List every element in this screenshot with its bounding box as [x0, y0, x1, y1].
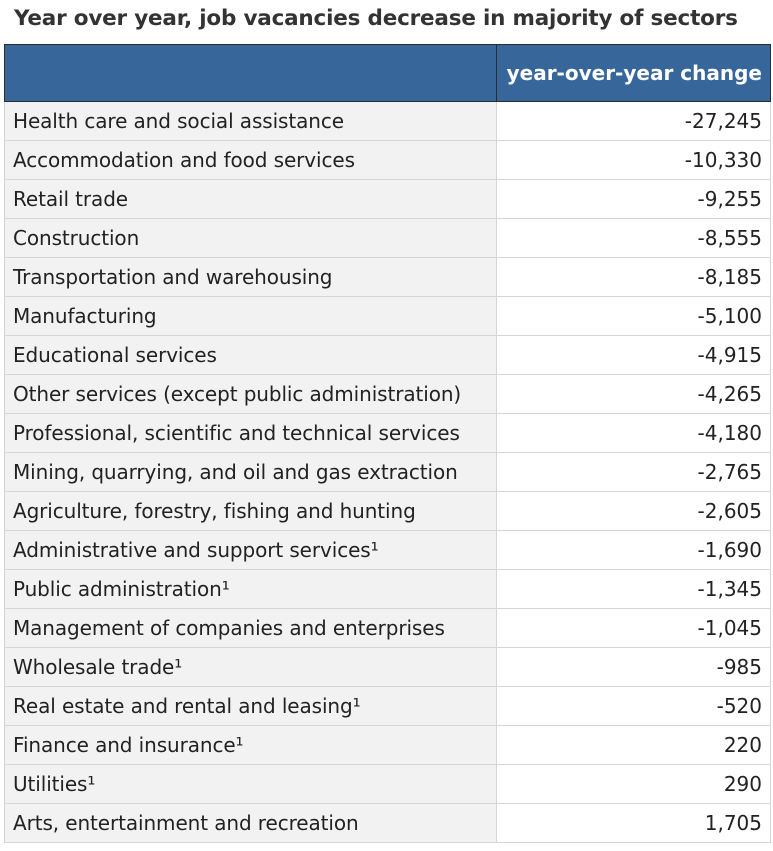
sector-label: Construction: [4, 218, 497, 258]
table-row: Educational services -4,915: [4, 335, 771, 375]
change-value: -4,915: [496, 335, 771, 375]
sector-label: Mining, quarrying, and oil and gas extra…: [4, 452, 497, 492]
change-value: -4,180: [496, 413, 771, 453]
change-value: -10,330: [496, 140, 771, 180]
table-row: Agriculture, forestry, fishing and hunti…: [4, 491, 771, 531]
change-value: 220: [496, 725, 771, 765]
change-value: 1,705: [496, 803, 771, 843]
sector-label: Wholesale trade¹: [4, 647, 497, 687]
change-value: -2,765: [496, 452, 771, 492]
table-row: Accommodation and food services -10,330: [4, 140, 771, 180]
sector-label: Manufacturing: [4, 296, 497, 336]
change-value: -27,245: [496, 101, 771, 141]
change-value: -2,605: [496, 491, 771, 531]
table-row: Finance and insurance¹ 220: [4, 725, 771, 765]
sector-label: Real estate and rental and leasing¹: [4, 686, 497, 726]
sector-label: Agriculture, forestry, fishing and hunti…: [4, 491, 497, 531]
change-value: -5,100: [496, 296, 771, 336]
change-value: -4,265: [496, 374, 771, 414]
table-row: Administrative and support services¹ -1,6…: [4, 530, 771, 570]
change-value: -1,690: [496, 530, 771, 570]
table-row: Construction -8,555: [4, 218, 771, 258]
sector-label: Administrative and support services¹: [4, 530, 497, 570]
change-value: -520: [496, 686, 771, 726]
table-row: Real estate and rental and leasing¹ -520: [4, 686, 771, 726]
change-value: -985: [496, 647, 771, 687]
data-table: year-over-year change Health care and so…: [4, 44, 771, 843]
change-value: -1,045: [496, 608, 771, 648]
sector-label: Retail trade: [4, 179, 497, 219]
sector-label: Health care and social assistance: [4, 101, 497, 141]
sector-label: Transportation and warehousing: [4, 257, 497, 297]
table-row: Utilities¹ 290: [4, 764, 771, 804]
sector-label: Arts, entertainment and recreation: [4, 803, 497, 843]
sector-label: Public administration¹: [4, 569, 497, 609]
chart-title: Year over year, job vacancies decrease i…: [14, 6, 738, 31]
change-value: 290: [496, 764, 771, 804]
change-value: -8,185: [496, 257, 771, 297]
sector-label: Finance and insurance¹: [4, 725, 497, 765]
table-row: Retail trade -9,255: [4, 179, 771, 219]
column-header-change: year-over-year change: [496, 44, 771, 102]
sector-label: Educational services: [4, 335, 497, 375]
sector-label: Management of companies and enterprises: [4, 608, 497, 648]
change-value: -8,555: [496, 218, 771, 258]
table-row: Health care and social assistance -27,245: [4, 101, 771, 141]
change-value: -9,255: [496, 179, 771, 219]
table-row: Professional, scientific and technical s…: [4, 413, 771, 453]
table-row: Wholesale trade¹ -985: [4, 647, 771, 687]
sector-label: Utilities¹: [4, 764, 497, 804]
table-body: Health care and social assistance -27,245…: [4, 101, 771, 843]
sector-label: Professional, scientific and technical s…: [4, 413, 497, 453]
sector-label: Other services (except public administra…: [4, 374, 497, 414]
table-row: Arts, entertainment and recreation 1,705: [4, 803, 771, 843]
table-row: Transportation and warehousing -8,185: [4, 257, 771, 297]
table-row: Other services (except public administra…: [4, 374, 771, 414]
table-row: Manufacturing -5,100: [4, 296, 771, 336]
sector-label: Accommodation and food services: [4, 140, 497, 180]
change-value: -1,345: [496, 569, 771, 609]
table-header-row: year-over-year change: [4, 44, 771, 102]
table-row: Mining, quarrying, and oil and gas extra…: [4, 452, 771, 492]
table-row: Public administration¹ -1,345: [4, 569, 771, 609]
column-header-sector: [4, 44, 497, 102]
table-row: Management of companies and enterprises -…: [4, 608, 771, 648]
